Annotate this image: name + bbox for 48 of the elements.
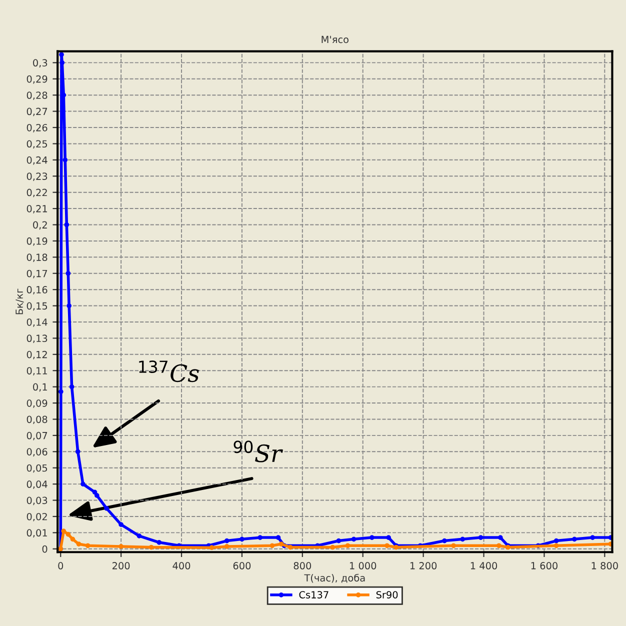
x-tick-label: 200 — [112, 562, 130, 570]
y-tick-label: 0,03 — [26, 496, 48, 506]
y-tick-label: 0,24 — [26, 156, 48, 165]
y-tick-label: 0,04 — [26, 480, 48, 489]
y-tick-label: 0,26 — [26, 124, 48, 132]
y-tick-label: 0 — [42, 545, 48, 553]
y-tick-label: 0,08 — [26, 416, 48, 424]
y-tick-label: 0,28 — [26, 92, 48, 100]
y-tick-label: 0,13 — [26, 334, 48, 344]
x-tick-label: 1 800 — [592, 562, 618, 570]
x-tick-label: 800 — [294, 562, 312, 570]
y-tick-label: 0,07 — [26, 432, 48, 440]
y-tick-label: 0,05 — [26, 464, 48, 473]
y-tick-label: 0,22 — [26, 188, 47, 198]
x-tick-label: 1 000 — [350, 562, 376, 570]
x-tick-label: 0 — [58, 562, 64, 570]
y-tick-label: 0,14 — [26, 318, 48, 327]
y-tick-label: 0,09 — [26, 400, 48, 408]
x-axis-title: T(час), доба — [304, 574, 365, 583]
y-tick-label: 0,2 — [33, 221, 47, 230]
y-tick-label: 0,23 — [26, 172, 48, 181]
y-tick-label: 0,15 — [26, 302, 48, 311]
y-tick-label: 0,3 — [33, 59, 48, 68]
y-tick-label: 0,18 — [26, 254, 48, 262]
annotation: $^{137}$Cs — [139, 360, 199, 382]
y-tick-label: 0,17 — [26, 270, 48, 278]
x-tick-label: 1 600 — [531, 562, 558, 570]
annotation: $^{90}$Sr — [234, 440, 283, 462]
y-tick-label: 0,27 — [26, 108, 48, 116]
y-tick-label: 0,1 — [33, 383, 47, 392]
y-tick-label: 0,11 — [26, 367, 47, 376]
y-tick-label: 0,12 — [26, 350, 47, 360]
x-tick-label: 600 — [233, 562, 251, 570]
x-tick-label: 1 200 — [410, 562, 437, 570]
legend-label: Sr90 — [376, 591, 398, 598]
y-tick-label: 0,16 — [26, 286, 48, 294]
y-tick-label: 0,19 — [26, 237, 48, 246]
y-tick-label: 0,02 — [26, 512, 47, 522]
x-tick-label: 1 400 — [470, 562, 498, 570]
y-tick-label: 0,01 — [26, 529, 47, 538]
y-tick-label: 0,06 — [26, 448, 48, 456]
x-tick-label: 400 — [172, 562, 190, 570]
y-axis-title: Бк/кг — [16, 288, 24, 314]
legend-label: Cs137 — [299, 591, 328, 598]
y-tick-label: 0,21 — [26, 205, 47, 214]
chart-title: М'ясо — [322, 36, 348, 44]
y-tick-label: 0,29 — [26, 75, 48, 84]
y-tick-label: 0,25 — [26, 140, 48, 149]
